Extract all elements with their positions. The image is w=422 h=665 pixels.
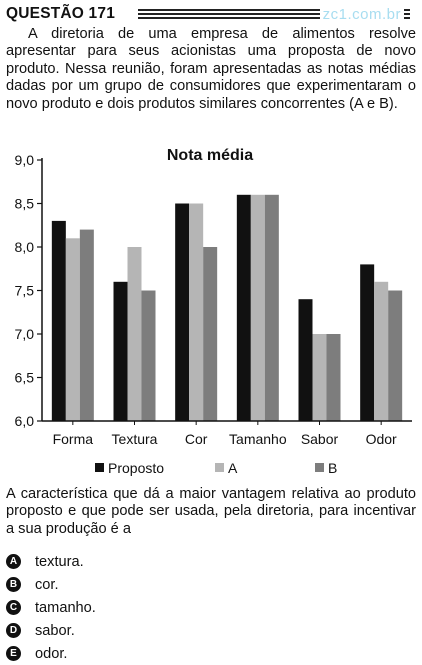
option-d-text: sabor. — [35, 622, 75, 639]
bar-tamanho-a — [250, 194, 265, 421]
x-tick-label: Cor — [185, 431, 208, 447]
option-letter-c: C — [6, 600, 21, 615]
bar-odor-proposto — [360, 264, 375, 421]
option-c-text: tamanho. — [35, 599, 96, 616]
x-tick-label: Odor — [366, 431, 397, 447]
question-text: A característica que dá a maior vantagem… — [6, 486, 416, 537]
y-tick-label: 8,0 — [15, 239, 35, 255]
bar-sabor-proposto — [298, 299, 313, 421]
y-tick-label: 7,0 — [15, 326, 35, 342]
option-c[interactable]: C tamanho. — [6, 596, 306, 619]
intro-text: A diretoria de uma empresa de alimentos … — [6, 26, 416, 112]
bar-odor-a — [374, 281, 389, 421]
y-tick-label: 6,5 — [15, 370, 35, 386]
bar-sabor-b — [326, 334, 341, 421]
option-letter-a: A — [6, 554, 21, 569]
bar-cor-b — [203, 247, 218, 421]
y-tick-label: 7,5 — [15, 283, 35, 299]
y-tick-label: 6,0 — [15, 413, 35, 429]
y-tick-label: 8,5 — [15, 196, 35, 212]
option-letter-d: D — [6, 623, 21, 638]
bar-chart: Nota média 6,0 6,5 7,0 7,5 8,0 8,5 9,0 Forma Text… — [15, 147, 412, 476]
legend-label-proposto: Proposto — [108, 460, 164, 476]
option-a[interactable]: A textura. — [6, 550, 306, 573]
option-a-text: textura. — [35, 553, 84, 570]
bar-textura-b — [141, 290, 156, 421]
bar-odor-b — [388, 290, 403, 421]
legend-swatch-proposto — [95, 463, 104, 472]
legend-swatch-a — [215, 463, 224, 472]
option-b-text: cor. — [35, 576, 59, 593]
x-tick-label: Tamanho — [229, 431, 287, 447]
bar-cor-proposto — [175, 203, 190, 421]
option-e-text: odor. — [35, 645, 68, 662]
legend-label-b: B — [328, 460, 337, 476]
legend-swatch-b — [315, 463, 324, 472]
option-letter-e: E — [6, 646, 21, 661]
question-number: QUESTÃO 171 — [6, 5, 116, 22]
question-header: QUESTÃO 171 zc1.com.br — [6, 4, 416, 24]
option-b[interactable]: B cor. — [6, 573, 306, 596]
answer-options: A textura. B cor. C tamanho. D sabor. E … — [6, 550, 306, 665]
watermark: zc1.com.br — [319, 6, 404, 23]
bar-forma-a — [65, 238, 80, 421]
bar-cor-a — [189, 203, 204, 421]
x-tick-label: Textura — [112, 431, 158, 447]
bar-textura-a — [127, 247, 142, 421]
option-d[interactable]: D sabor. — [6, 619, 306, 642]
legend-label-a: A — [228, 460, 238, 476]
bar-tamanho-proposto — [236, 194, 251, 421]
bar-sabor-a — [312, 334, 327, 421]
bar-textura-proposto — [113, 281, 128, 421]
x-tick-label: Forma — [53, 431, 94, 447]
x-tick-label: Sabor — [301, 431, 339, 447]
bar-forma-b — [79, 229, 94, 421]
option-e[interactable]: E odor. — [6, 642, 306, 665]
bar-tamanho-b — [264, 194, 279, 421]
bar-forma-proposto — [51, 220, 66, 421]
chart-title: Nota média — [167, 147, 253, 164]
y-tick-label: 9,0 — [15, 152, 35, 168]
header-rule — [138, 9, 410, 19]
option-letter-b: B — [6, 577, 21, 592]
